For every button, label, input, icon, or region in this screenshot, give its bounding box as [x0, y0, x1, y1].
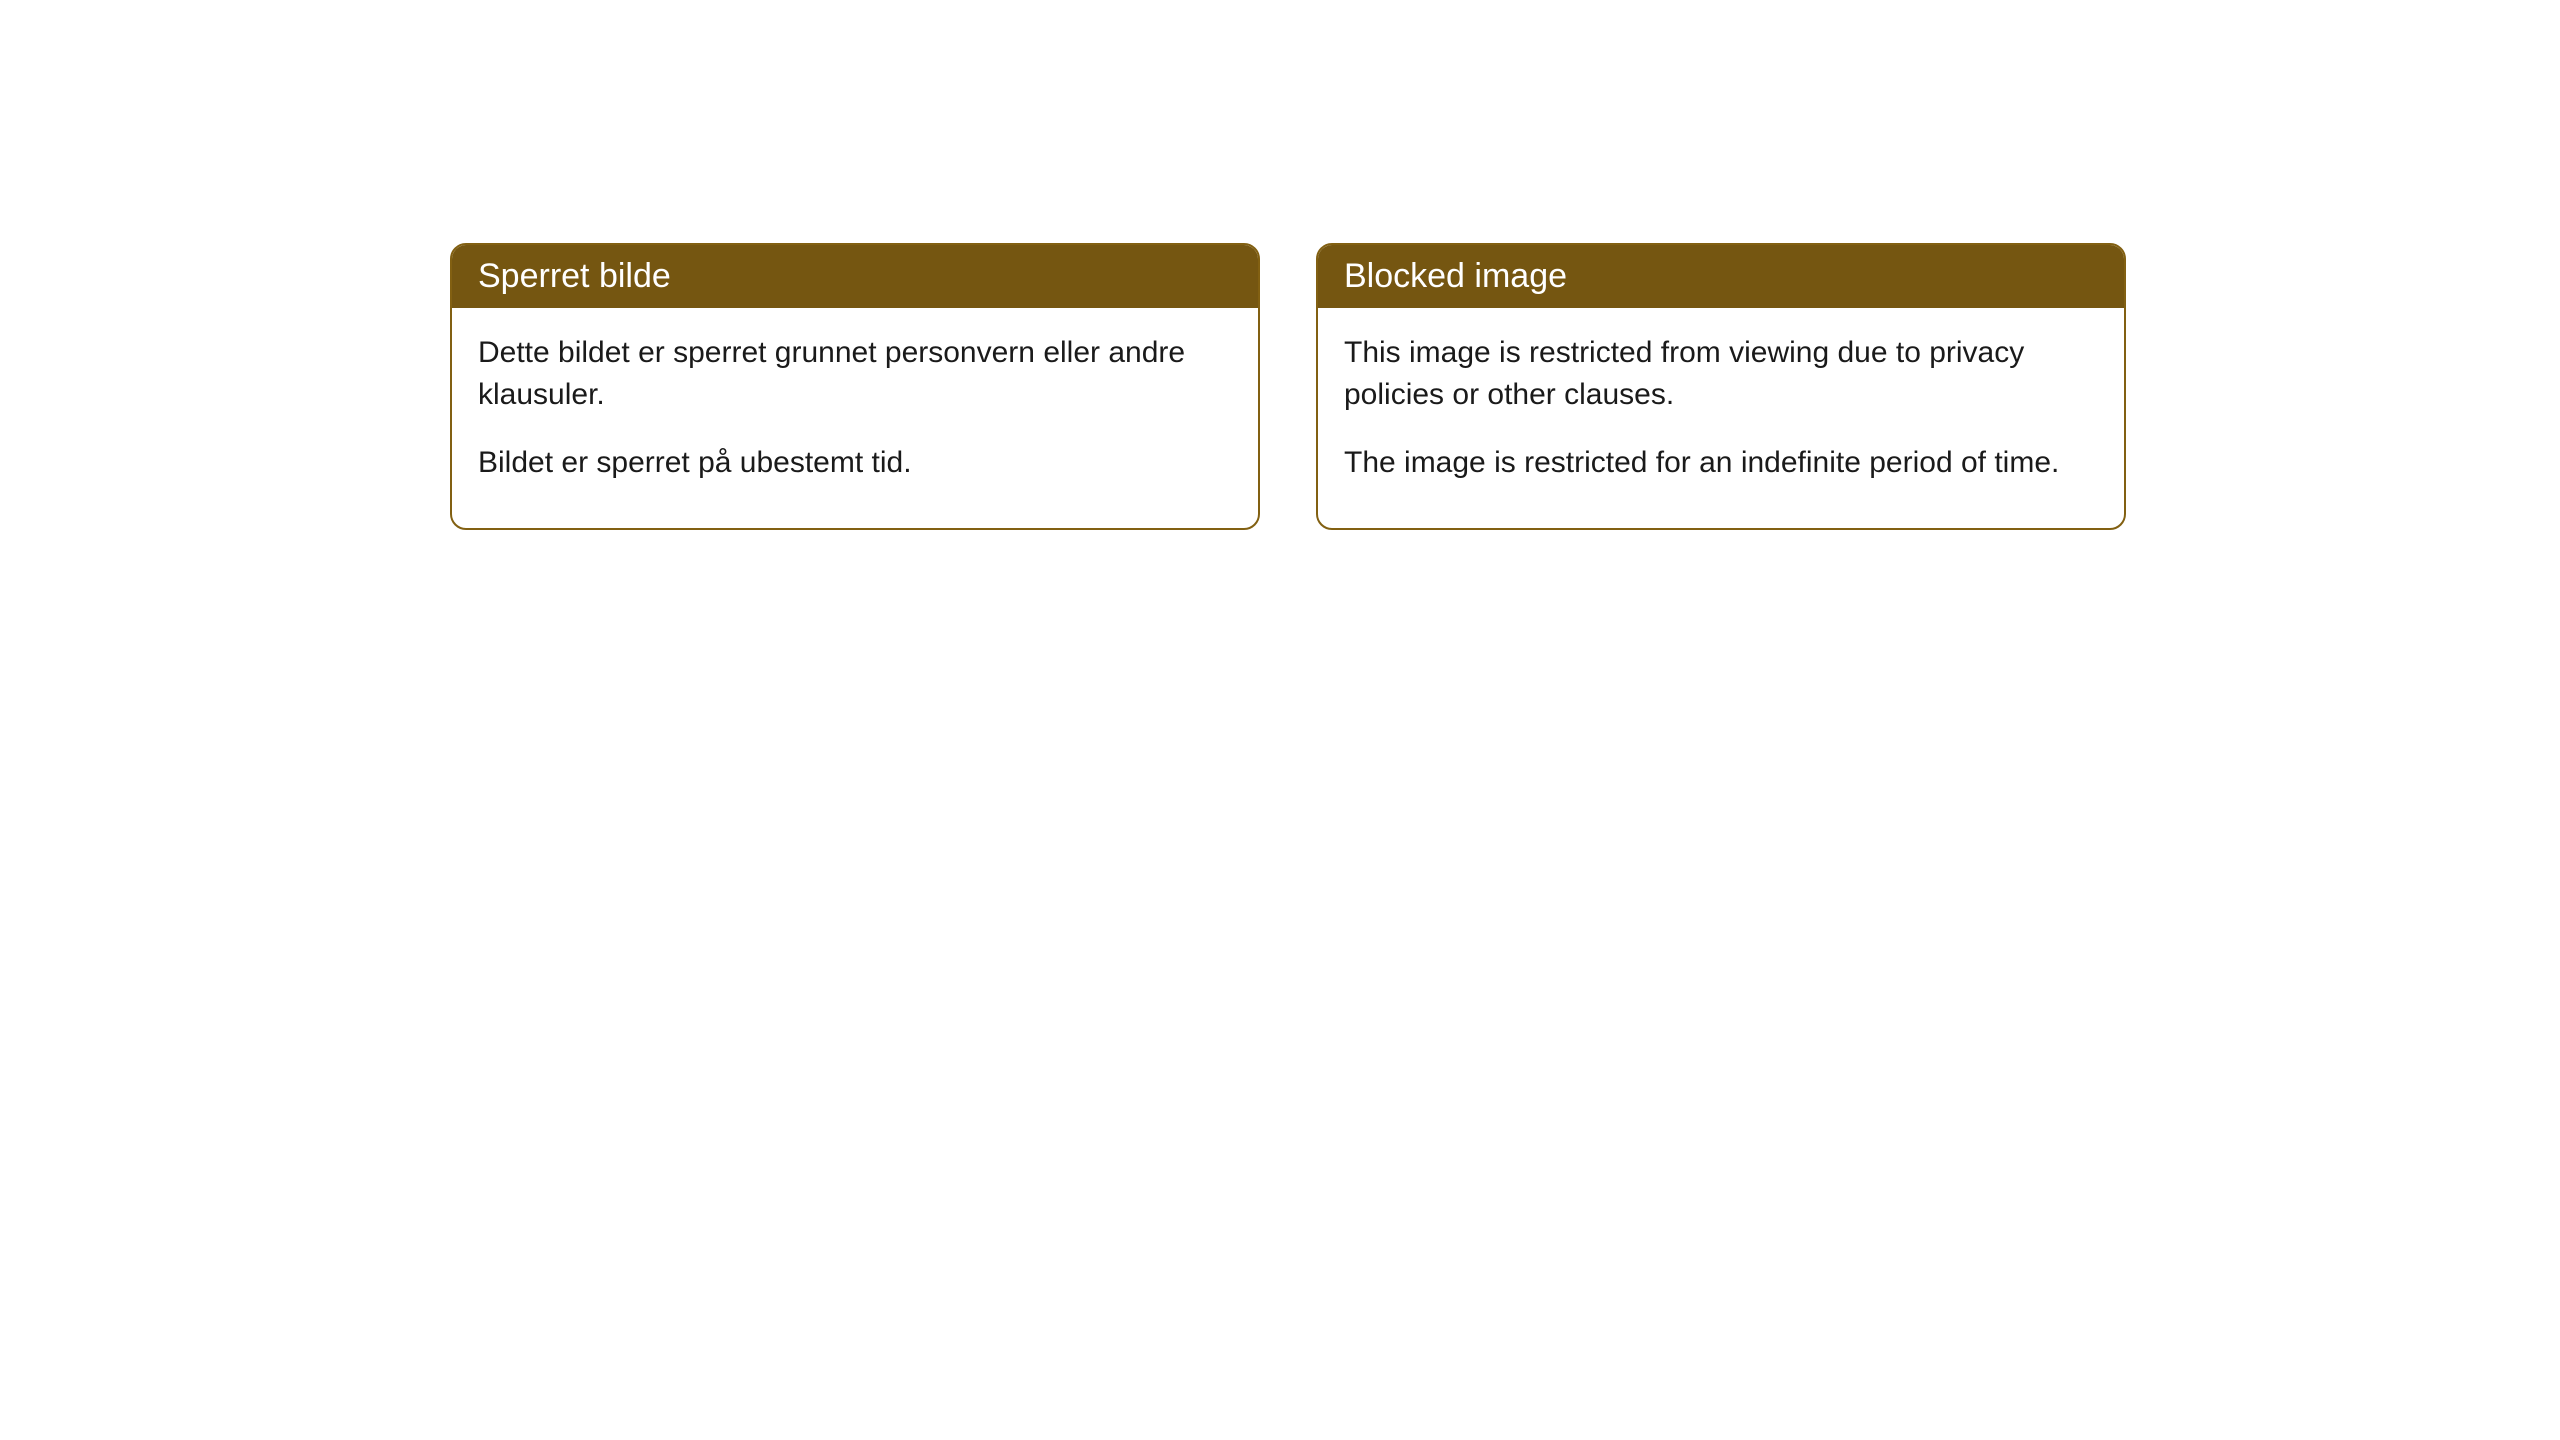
card-text-norwegian-1: Dette bildet er sperret grunnet personve… [478, 332, 1232, 416]
card-header-english: Blocked image [1318, 245, 2124, 308]
card-text-english-2: The image is restricted for an indefinit… [1344, 442, 2098, 484]
card-header-norwegian: Sperret bilde [452, 245, 1258, 308]
notice-card-english: Blocked image This image is restricted f… [1316, 243, 2126, 530]
card-text-english-1: This image is restricted from viewing du… [1344, 332, 2098, 416]
card-body-english: This image is restricted from viewing du… [1318, 308, 2124, 528]
notice-card-norwegian: Sperret bilde Dette bildet er sperret gr… [450, 243, 1260, 530]
notice-cards-container: Sperret bilde Dette bildet er sperret gr… [450, 243, 2126, 530]
card-body-norwegian: Dette bildet er sperret grunnet personve… [452, 308, 1258, 528]
card-text-norwegian-2: Bildet er sperret på ubestemt tid. [478, 442, 1232, 484]
